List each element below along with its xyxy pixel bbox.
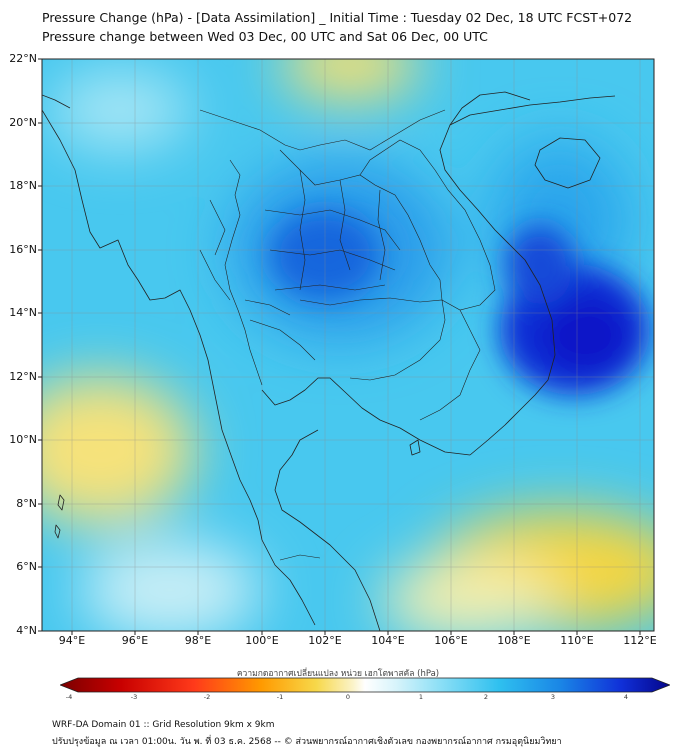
- phu-quoc: [409, 439, 421, 456]
- hainan-island: [534, 137, 601, 189]
- footer-model-info: WRF-DA Domain 01 :: Grid Resolution 9km …: [52, 720, 275, 730]
- colorbar-title: ความกดอากาศเปลี่ยนแปลง หน่วย เฮกโตพาสคัล…: [236, 669, 440, 679]
- colorbar-tick: 4: [623, 693, 629, 701]
- vietnam-coast: [439, 95, 616, 456]
- lon-label: 98°E: [184, 634, 212, 647]
- lon-label: 94°E: [58, 634, 86, 647]
- rise-max-scs: [540, 297, 630, 373]
- colorbar-tick: -3: [130, 693, 138, 701]
- lon-label: 106°E: [434, 634, 468, 647]
- colorbar-tick: 0: [345, 693, 351, 701]
- lon-label: 96°E: [121, 634, 149, 647]
- colorbar-tick: -2: [203, 693, 211, 701]
- lat-label: 22°N: [9, 52, 37, 65]
- neutral-zone-southwest: [80, 540, 260, 631]
- lon-label: 104°E: [371, 634, 405, 647]
- fall-zone-andaman: [42, 375, 195, 525]
- colorbar-tick: -1: [276, 693, 284, 701]
- neutral-zone-south: [380, 560, 560, 631]
- lon-label: 112°E: [623, 634, 657, 647]
- lat-label: 4°N: [16, 624, 37, 637]
- thai-malaysia-border: [279, 554, 321, 561]
- lat-label: 16°N: [9, 243, 37, 256]
- rise-core-vietnam: [505, 225, 575, 305]
- graticule: [42, 59, 654, 631]
- province-lines-2: [199, 199, 316, 361]
- map-frame: [41, 58, 655, 632]
- map-title: Pressure Change (hPa) - [Data Assimilati…: [42, 10, 633, 25]
- myanmar-coast: [42, 109, 259, 521]
- china-border: [199, 109, 446, 151]
- colorbar-tick: -4: [65, 693, 73, 701]
- gulf-of-tonkin: [449, 91, 531, 126]
- province-lines-1: [264, 169, 401, 291]
- coastlines: [42, 91, 616, 631]
- thai-cambodia-border: [299, 297, 446, 381]
- lat-label: 14°N: [9, 306, 37, 319]
- gulf-of-thailand-coast: [261, 377, 471, 456]
- andaman-islands: [54, 494, 65, 539]
- colorbar-tick: 3: [550, 693, 556, 701]
- cambodia-vietnam-border: [419, 309, 481, 421]
- malay-peninsula-east: [274, 429, 381, 631]
- lon-label: 100°E: [245, 634, 279, 647]
- colorbar-tick: 1: [418, 693, 424, 701]
- lat-label: 8°N: [16, 497, 37, 510]
- lat-label: 20°N: [9, 116, 37, 129]
- footer-credit: ปรับปรุงข้อมูล ณ เวลา 01:00น. วัน พ. ที่…: [52, 737, 562, 747]
- axis-ticks: [38, 58, 641, 635]
- lat-label: 12°N: [9, 370, 37, 383]
- map-subtitle: Pressure change between Wed 03 Dec, 00 U…: [42, 29, 488, 44]
- fall-zone-north: [280, 59, 420, 100]
- country-borders: [199, 109, 496, 561]
- colorbar: [60, 677, 670, 693]
- lon-label: 102°E: [308, 634, 342, 647]
- laos-vietnam-border: [359, 139, 496, 311]
- lat-label: 10°N: [9, 433, 37, 446]
- weak-zone-northwest: [50, 70, 190, 150]
- lon-label: 108°E: [497, 634, 531, 647]
- lat-label: 6°N: [16, 560, 37, 573]
- bay-of-bengal-coast: [42, 94, 71, 109]
- lon-label: 110°E: [560, 634, 594, 647]
- lat-label: 18°N: [9, 179, 37, 192]
- pressure-field: [42, 59, 654, 631]
- thai-myanmar-border: [224, 159, 263, 386]
- malay-peninsula-west: [257, 519, 316, 626]
- colorbar-tick: 2: [483, 693, 489, 701]
- thai-laos-border: [279, 149, 443, 301]
